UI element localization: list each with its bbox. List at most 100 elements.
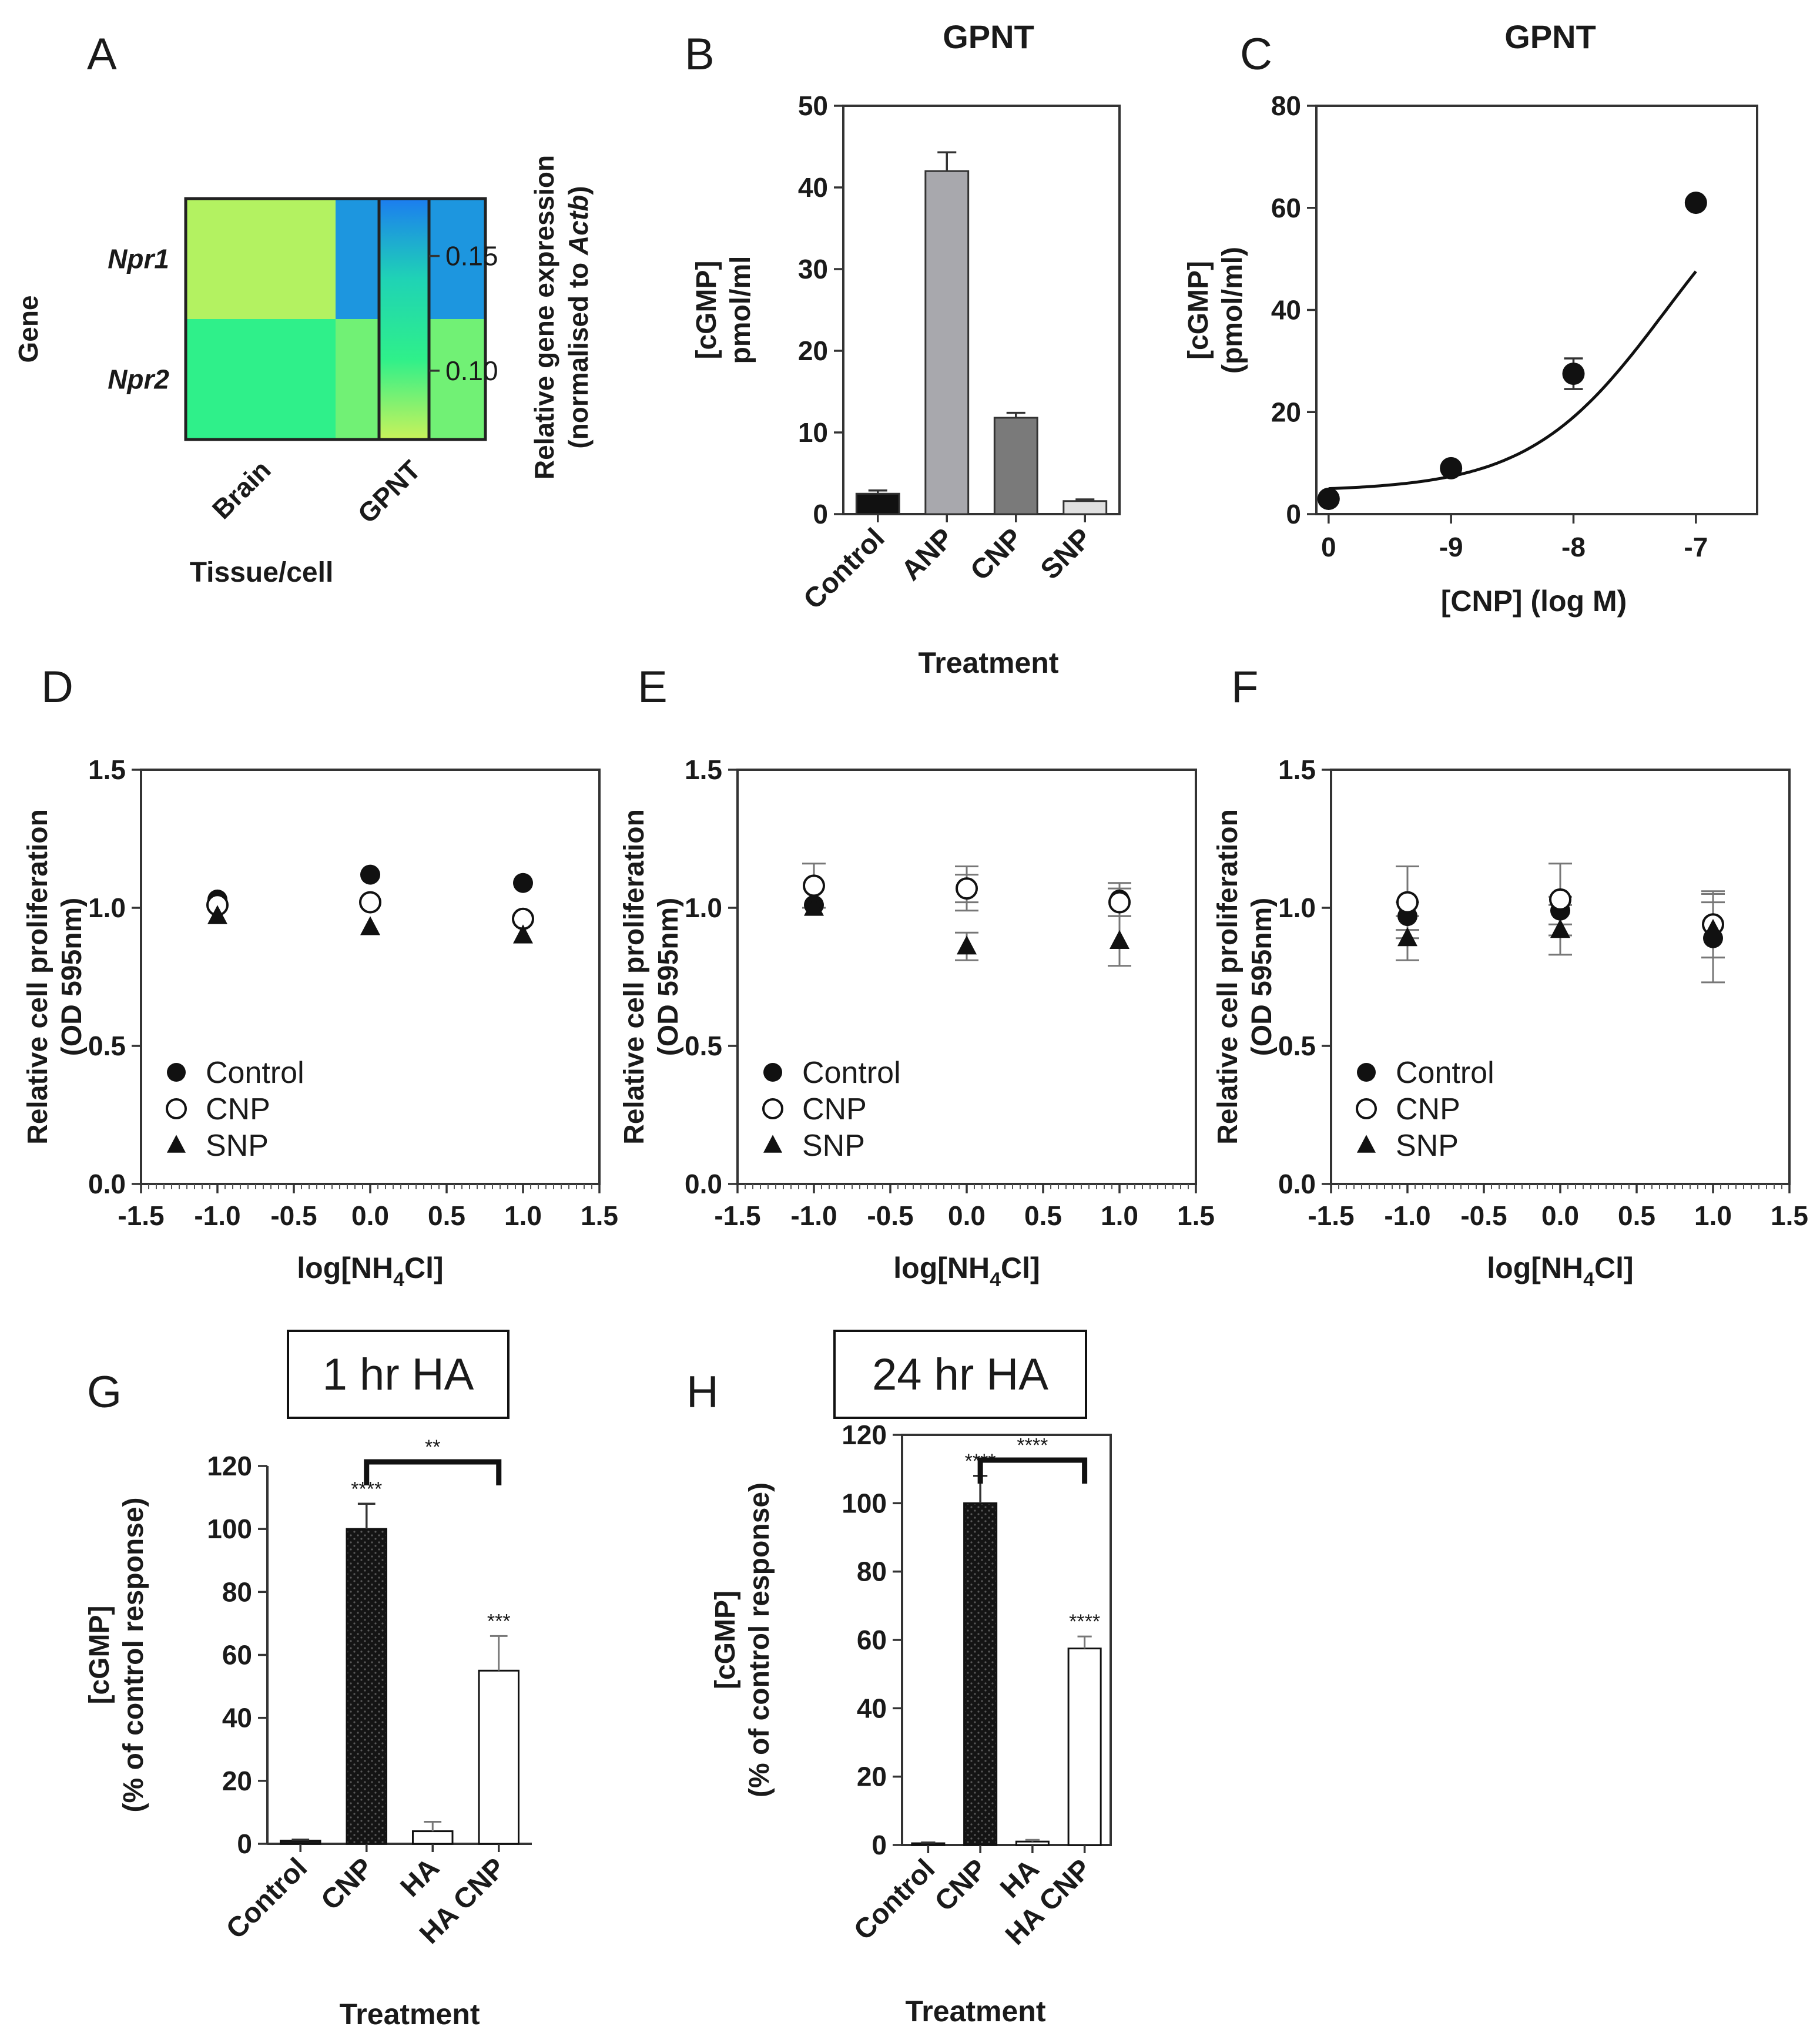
bar-CNP: [346, 1528, 387, 1845]
legend-label-SNP: SNP: [206, 1129, 269, 1163]
panel-E: 0.0 0.5 1.0 1.5 -1.5 -1.0 -0.5 0.0 0.5 1.0 1.5 Cont…: [619, 754, 1215, 1291]
significance-stars: ***: [487, 1610, 511, 1632]
y-tick-label: 0: [1286, 499, 1301, 529]
y-axis-label: (OD 595nm): [653, 898, 684, 1056]
bar-Control: [280, 1840, 321, 1845]
legend-label-SNP: SNP: [802, 1129, 865, 1163]
y-tick-label: 20: [798, 336, 828, 366]
chart-title: GPNT: [1504, 18, 1596, 55]
colorbar-label-line1: Relative gene expression: [529, 155, 559, 479]
y-tick-label: 0.5: [685, 1031, 722, 1061]
marker-snp: [513, 924, 533, 944]
x-axis-label: log[NH4Cl]: [1487, 1252, 1633, 1291]
bar-CNP: [993, 417, 1038, 515]
marker-cnp: [1108, 891, 1131, 914]
marker-snp: [360, 916, 380, 935]
x-axis-label: log[NH4Cl]: [297, 1252, 443, 1291]
x-tick-label: Control: [220, 1852, 313, 1945]
panel-letter-C: C: [1240, 29, 1272, 79]
x-tick-label: ANP: [896, 522, 960, 586]
plot-frame: [842, 105, 1121, 515]
marker-snp: [957, 935, 977, 955]
heatmap-ylabel: Gene: [13, 295, 43, 363]
comparison-bracket: [364, 1459, 502, 1485]
data-point: [1440, 457, 1463, 479]
y-axis-label: [cGMP]: [1183, 261, 1214, 360]
x-tick-label: HA: [395, 1852, 445, 1903]
y-tick-label: 1.0: [685, 893, 722, 923]
heatmap-cell-Npr1-Brain: [186, 199, 336, 319]
marker-cnp: [956, 877, 978, 900]
legend-label-CNP: CNP: [206, 1092, 270, 1126]
plot-frame: [1315, 105, 1758, 515]
legend-label-SNP: SNP: [1396, 1129, 1459, 1163]
y-axis-label: Relative cell proliferation: [22, 809, 53, 1145]
panel-letter-D: D: [41, 662, 73, 712]
panel-H: 24 hr HA020406080100120ControlCNP****HAH…: [710, 1330, 1112, 2028]
y-tick-label: 0.0: [88, 1169, 126, 1199]
x-tick-label: 1.5: [581, 1200, 618, 1231]
x-label-subscript: 4: [393, 1269, 404, 1291]
x-axis-label: Treatment: [340, 1998, 480, 2031]
comparison-stars: **: [425, 1436, 440, 1458]
y-tick-label: 0: [237, 1829, 252, 1859]
y-tick-label: 20: [1271, 397, 1301, 427]
y-axis-label: [cGMP]: [691, 261, 722, 360]
x-tick-label: 0.5: [428, 1200, 465, 1231]
x-tick-label: -0.5: [270, 1200, 317, 1231]
y-tick-label: 1.5: [88, 754, 126, 785]
comparison-bracket: [977, 1457, 1088, 1484]
x-tick-label: -1.0: [1384, 1200, 1430, 1231]
x-tick-label: CNP: [964, 522, 1028, 586]
data-point: [1684, 192, 1707, 214]
chart-title: 24 hr HA: [872, 1350, 1048, 1400]
panel-letter-B: B: [685, 29, 715, 79]
x-axis-label: [CNP] (log M): [1441, 585, 1627, 618]
y-tick-label: 60: [857, 1625, 887, 1655]
y-tick-label: 60: [222, 1640, 252, 1670]
x-tick-label: -1.0: [194, 1200, 240, 1231]
legend-label-Control: Control: [206, 1056, 304, 1090]
heatmap-column-label: GPNT: [351, 454, 426, 529]
chart-title: 1 hr HA: [323, 1350, 474, 1400]
y-tick-label: 120: [207, 1451, 252, 1481]
y-tick-label: 60: [1271, 193, 1301, 223]
y-axis-label: (OD 595nm): [56, 898, 88, 1056]
marker-snp: [1357, 1135, 1376, 1153]
heatmap-row-label: Npr2: [108, 364, 169, 395]
y-tick-label: 0: [813, 499, 828, 529]
heatmap-column-label: Brain: [206, 454, 277, 525]
panel-letter-F: F: [1231, 662, 1258, 712]
bar-HA: [412, 1830, 454, 1845]
x-tick-label: 1.0: [1694, 1200, 1732, 1231]
y-tick-label: 10: [798, 417, 828, 448]
marker-snp: [1550, 918, 1570, 938]
x-tick-label: 0.5: [1024, 1200, 1062, 1231]
marker-snp: [763, 1135, 782, 1153]
colorbar-tick-label: 0.15: [445, 241, 498, 271]
x-tick-label: -1.5: [118, 1200, 164, 1231]
marker-snp: [167, 1135, 186, 1153]
y-tick-label: 0.0: [685, 1169, 722, 1199]
colorbar-tick-label: 0.10: [445, 355, 498, 386]
marker-cnp: [803, 874, 825, 897]
heatmap-xlabel: Tissue/cell: [190, 557, 334, 588]
marker-cnp: [166, 1098, 187, 1119]
x-tick-label: 0.5: [1618, 1200, 1655, 1231]
marker-snp: [1110, 930, 1129, 949]
y-tick-label: 80: [1271, 90, 1301, 121]
x-tick-label: 1.5: [1771, 1200, 1808, 1231]
x-label-main: log[NH: [297, 1252, 393, 1284]
marker-snp: [1703, 918, 1723, 938]
bar-HA CNP: [478, 1669, 519, 1845]
marker-cnp: [1396, 891, 1419, 914]
colorbar-label-prefix: (normalised to: [563, 255, 594, 449]
bar-ANP: [924, 170, 970, 515]
y-axis-label: pmol/ml: [725, 256, 756, 364]
y-tick-label: 40: [222, 1703, 252, 1733]
x-tick-label: -9: [1439, 532, 1463, 562]
comparison-stars: ****: [1017, 1434, 1048, 1457]
panel-letter-H: H: [686, 1367, 719, 1417]
